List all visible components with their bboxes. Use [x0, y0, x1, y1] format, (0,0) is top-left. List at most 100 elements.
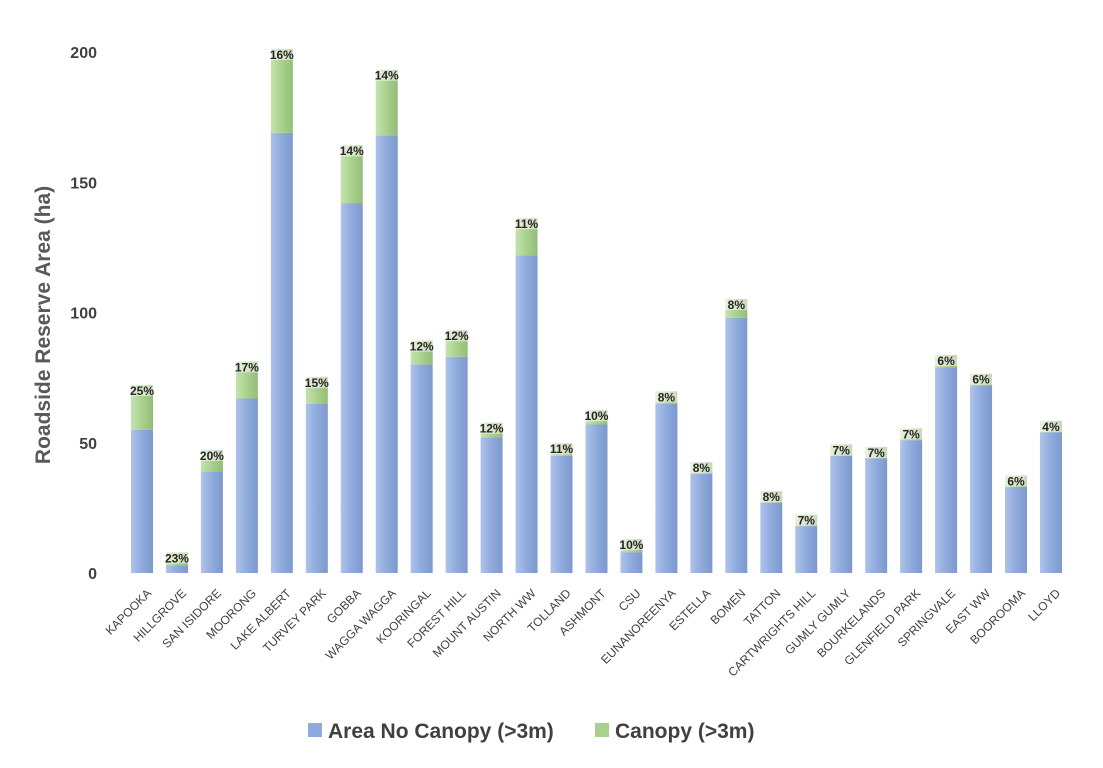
- bar-canopy: [725, 309, 748, 318]
- data-label: 7%: [867, 446, 885, 460]
- bar-no-canopy: [270, 132, 293, 573]
- bar-cap: [585, 410, 608, 422]
- bar-canopy: [131, 395, 153, 430]
- y-axis-ticks: 0 50 100 150 200: [70, 45, 97, 583]
- legend-swatch-canopy: [595, 723, 609, 737]
- bar-no-canopy: [830, 455, 853, 573]
- bar-canopy: [1039, 431, 1062, 433]
- bar-cap: [865, 446, 888, 458]
- bar-canopy: [340, 156, 363, 204]
- bar-no-canopy: [865, 458, 888, 573]
- x-tick-label: LAKE ALBERT: [228, 586, 295, 653]
- data-label: 4%: [1042, 420, 1060, 434]
- bar-cap: [900, 428, 923, 440]
- bar-cap: [235, 361, 258, 373]
- bar-cap: [480, 422, 503, 434]
- legend-swatch-no-canopy: [308, 723, 322, 737]
- data-label: 7%: [833, 443, 851, 457]
- bar-cap: [270, 48, 293, 60]
- bar-no-canopy: [1005, 487, 1027, 573]
- bars-group: 25% 23% 20% 17% 16% 15% 14% 14% 12% 12% 12% 11% 11% 1…: [130, 48, 1062, 574]
- y-tick-label: 200: [70, 45, 97, 62]
- bar-cap: [410, 340, 433, 352]
- y-tick-label: 150: [70, 175, 97, 192]
- bar-canopy: [200, 460, 223, 472]
- y-tick-label: 50: [79, 436, 97, 453]
- data-label: 12%: [480, 422, 504, 436]
- bar-cap: [830, 444, 853, 456]
- data-label: 16%: [270, 48, 294, 62]
- bar-canopy: [480, 433, 503, 438]
- data-label: 11%: [550, 442, 574, 456]
- bar-canopy: [165, 563, 188, 566]
- bar-cap: [935, 354, 958, 366]
- bar-canopy: [795, 525, 818, 527]
- y-tick-label: 0: [88, 566, 97, 583]
- data-label: 14%: [340, 144, 364, 158]
- data-label: 11%: [515, 217, 539, 231]
- bar-cap: [620, 539, 643, 551]
- data-label: 10%: [584, 409, 608, 423]
- bar-canopy: [410, 351, 433, 365]
- bar-no-canopy: [690, 474, 713, 573]
- bar-canopy: [445, 341, 468, 357]
- bar-canopy: [900, 439, 923, 441]
- bar-no-canopy: [585, 424, 608, 573]
- bar-no-canopy: [900, 440, 923, 573]
- bar-canopy: [760, 502, 783, 503]
- bar-cap: [655, 391, 678, 403]
- bar-no-canopy: [550, 455, 573, 573]
- bar-canopy: [655, 402, 678, 404]
- bar-no-canopy: [480, 437, 503, 573]
- legend: Area No Canopy (>3m) Canopy (>3m): [308, 720, 754, 743]
- bar-cap: [1005, 475, 1027, 487]
- bar-no-canopy: [515, 255, 538, 573]
- y-axis-label: Roadside Reserve Area (ha): [32, 186, 55, 464]
- bar-cap: [760, 491, 783, 503]
- x-tick-label: TURVEY PARK: [260, 586, 329, 655]
- bar-cap: [725, 298, 748, 310]
- bar-cap: [165, 552, 188, 564]
- data-label: 6%: [1007, 475, 1025, 489]
- bar-no-canopy: [1039, 432, 1062, 573]
- bar-canopy: [585, 421, 608, 425]
- bar-no-canopy: [340, 203, 363, 573]
- data-label: 17%: [235, 360, 259, 374]
- bar-cap: [200, 449, 223, 461]
- legend-label-no-canopy: Area No Canopy (>3m): [328, 720, 554, 743]
- bar-no-canopy: [305, 403, 328, 573]
- data-label: 12%: [445, 329, 469, 343]
- data-label: 8%: [728, 298, 746, 312]
- data-label: 25%: [130, 384, 154, 398]
- bar-no-canopy: [970, 385, 993, 573]
- bar-no-canopy: [200, 471, 223, 573]
- data-label: 12%: [410, 340, 434, 354]
- bar-no-canopy: [620, 552, 643, 573]
- bar-cap: [550, 443, 573, 455]
- bar-canopy: [515, 229, 538, 256]
- legend-label-canopy: Canopy (>3m): [615, 720, 754, 743]
- bar-canopy: [690, 473, 713, 475]
- bar-canopy: [375, 80, 398, 136]
- bar-cap: [131, 384, 153, 396]
- bar-cap: [305, 377, 328, 389]
- data-label: 8%: [693, 461, 711, 475]
- bar-no-canopy: [935, 367, 958, 573]
- data-label: 6%: [937, 354, 955, 368]
- bar-no-canopy: [760, 502, 783, 573]
- bar-no-canopy: [445, 356, 468, 573]
- data-label: 6%: [972, 373, 990, 387]
- bar-no-canopy: [655, 403, 678, 573]
- bar-no-canopy: [410, 364, 433, 573]
- bar-canopy: [865, 457, 888, 459]
- bar-cap: [340, 145, 363, 157]
- bar-no-canopy: [165, 565, 188, 573]
- bar-no-canopy: [235, 398, 258, 573]
- bar-canopy: [970, 384, 993, 386]
- bar-cap: [795, 514, 818, 526]
- bar-cap: [375, 69, 398, 81]
- bar-no-canopy: [725, 317, 748, 573]
